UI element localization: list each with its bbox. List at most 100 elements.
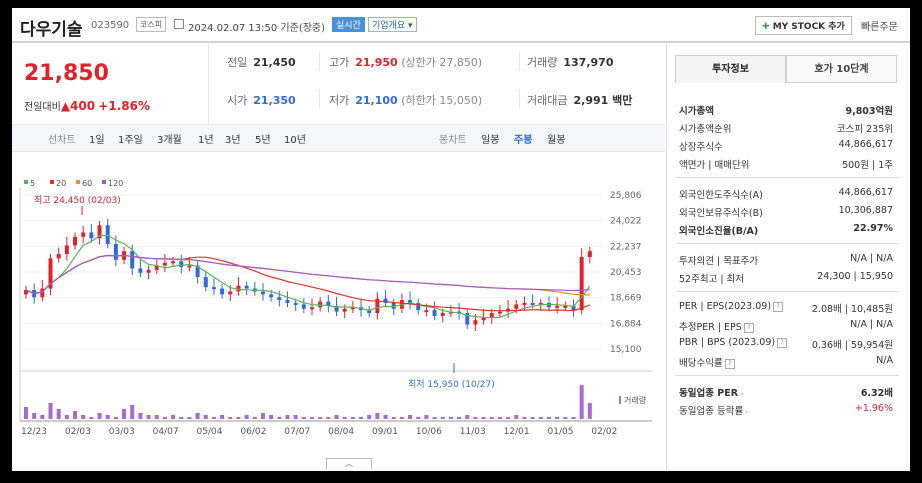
volume-bar bbox=[56, 409, 61, 419]
candle-body bbox=[334, 305, 339, 312]
period-3m[interactable]: 3개월 bbox=[157, 135, 182, 146]
realtime-button[interactable]: 실시간 bbox=[332, 17, 365, 32]
candle-body bbox=[105, 225, 110, 244]
help-icon[interactable]: ? bbox=[724, 359, 735, 369]
my-stock-add-button[interactable]: ✚ MY STOCK 추가 bbox=[755, 16, 852, 35]
low-annotation: 최저 15,950 (10/27) bbox=[408, 379, 495, 390]
chart-toolbar: 선차트 1일 1주일 3개월 1년 3년 5년 10년 봉차트 일봉 주봉 월봉 bbox=[12, 124, 665, 152]
change-value: ▲400 bbox=[60, 99, 96, 113]
candle-body bbox=[89, 232, 94, 239]
volume-bar bbox=[260, 413, 265, 419]
volume-bar bbox=[514, 415, 519, 419]
high-label: 고가 bbox=[329, 56, 350, 69]
volume-bar bbox=[105, 415, 110, 419]
help-icon[interactable]: ? bbox=[773, 302, 784, 312]
candle-monthly[interactable]: 월봉 bbox=[547, 135, 566, 146]
volume-bar bbox=[448, 417, 453, 419]
candle-body bbox=[211, 287, 216, 290]
period-5y[interactable]: 5년 bbox=[255, 135, 271, 146]
candle-body bbox=[310, 307, 314, 310]
candle-body bbox=[350, 307, 355, 310]
price-tick-label: 22,237 bbox=[610, 242, 642, 252]
period-10y[interactable]: 10년 bbox=[284, 135, 306, 146]
candle-body bbox=[342, 308, 347, 312]
candle-body bbox=[260, 291, 265, 295]
volume-bar bbox=[546, 417, 551, 419]
candle-body bbox=[489, 313, 494, 318]
candle-weekly[interactable]: 주봉 bbox=[514, 135, 533, 146]
divider bbox=[319, 89, 320, 109]
candle-body bbox=[375, 298, 380, 314]
x-axis-label: 02/02 bbox=[591, 427, 617, 437]
candle-body bbox=[236, 285, 241, 292]
divider bbox=[319, 51, 320, 71]
candle-body bbox=[530, 302, 535, 305]
chart-collapse-toggle[interactable]: ︿ bbox=[326, 458, 372, 469]
period-3y[interactable]: 3년 bbox=[225, 135, 241, 146]
divider bbox=[675, 177, 899, 178]
volume-bar bbox=[81, 415, 86, 419]
legend-swatch bbox=[50, 180, 54, 184]
candle-body bbox=[138, 268, 143, 273]
low-value: 21,100 bbox=[355, 94, 398, 107]
tab-invest-info[interactable]: 투자정보 bbox=[675, 55, 786, 83]
per-label: PER | EPS(2023.09) bbox=[679, 301, 772, 312]
quick-order-link[interactable]: 빠른주문 bbox=[861, 22, 898, 33]
volume-bar bbox=[432, 417, 437, 419]
legend-swatch bbox=[102, 180, 106, 184]
candle-body bbox=[481, 317, 486, 321]
volume-bar bbox=[162, 417, 167, 419]
current-price: 21,850 bbox=[24, 61, 109, 86]
candle-body bbox=[146, 269, 151, 273]
per-value: 2.08배 | 10,485원 bbox=[811, 304, 893, 315]
volume-bar bbox=[481, 417, 486, 419]
volume-bar bbox=[489, 417, 494, 419]
candle-body bbox=[64, 245, 69, 255]
volume-bar bbox=[89, 417, 94, 419]
x-axis-label: 07/07 bbox=[284, 427, 310, 437]
company-info-label: 기업개요 bbox=[372, 21, 406, 31]
volume-bar bbox=[154, 415, 159, 419]
candle-body bbox=[195, 265, 200, 278]
period-1w[interactable]: 1주일 bbox=[118, 135, 143, 146]
volume-bar bbox=[334, 415, 339, 419]
candle-body bbox=[326, 301, 331, 306]
volume-bar bbox=[555, 417, 560, 419]
divider bbox=[675, 375, 899, 376]
current-price-box: 21,850 전일대비▲400 +1.86% bbox=[12, 43, 208, 123]
candle-body bbox=[179, 261, 184, 268]
divider bbox=[519, 51, 520, 71]
candle-body bbox=[408, 300, 413, 303]
foreign-hold-label: 외국인보유주식수(B) bbox=[679, 208, 763, 219]
volume-bar bbox=[252, 417, 257, 419]
period-1d[interactable]: 1일 bbox=[89, 135, 105, 146]
candle-body bbox=[73, 236, 78, 246]
volume-bar bbox=[285, 415, 290, 419]
price-tick-label: 25,806 bbox=[610, 191, 642, 201]
volume-bar bbox=[211, 417, 216, 419]
help-icon[interactable]: ? bbox=[777, 338, 788, 348]
x-axis-label: 05/04 bbox=[197, 427, 223, 437]
volume-bar bbox=[465, 415, 470, 419]
divider bbox=[519, 89, 520, 109]
x-axis-label: 02/03 bbox=[65, 427, 91, 437]
candle-body bbox=[579, 256, 584, 311]
candle-body bbox=[514, 304, 519, 309]
volume-bar bbox=[579, 385, 584, 419]
volume-bar bbox=[187, 417, 192, 419]
tab-quote-10[interactable]: 호가 10단계 bbox=[786, 55, 897, 83]
volume-bar bbox=[473, 417, 478, 419]
price-chart[interactable]: 25,806 24,022 22,237 20,453 18,669 16,884 15,1… bbox=[12, 151, 665, 469]
candle-daily[interactable]: 일봉 bbox=[481, 135, 500, 146]
company-info-dropdown[interactable]: 기업개요 ▾ bbox=[368, 17, 417, 32]
help-icon[interactable]: ? bbox=[743, 323, 754, 333]
volume-bar bbox=[171, 415, 176, 419]
industry-rate-label: 동일업종 등락률 bbox=[679, 406, 744, 417]
moving-average-line bbox=[25, 254, 591, 312]
stock-header: 다우기술 023590 코스피 2024.02.07 13:50 기준(장중) … bbox=[12, 8, 910, 43]
candle-body bbox=[587, 251, 592, 257]
period-1y[interactable]: 1년 bbox=[198, 135, 214, 146]
est-per-value: N/A | N/A bbox=[850, 319, 893, 330]
volume-bar bbox=[350, 417, 355, 419]
divider bbox=[675, 243, 899, 244]
